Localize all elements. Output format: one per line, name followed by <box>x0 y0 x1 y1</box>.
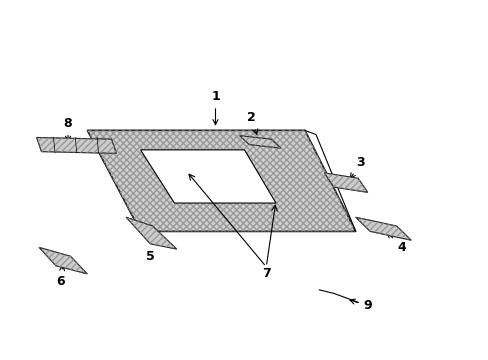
Text: 7: 7 <box>262 267 270 280</box>
Polygon shape <box>324 173 367 192</box>
Text: 6: 6 <box>56 266 65 288</box>
Polygon shape <box>87 130 355 231</box>
Polygon shape <box>37 138 116 153</box>
Polygon shape <box>39 247 87 274</box>
Polygon shape <box>355 217 410 240</box>
Polygon shape <box>239 136 280 148</box>
Text: 3: 3 <box>350 156 364 178</box>
Text: 8: 8 <box>63 117 72 141</box>
Text: 5: 5 <box>145 235 156 263</box>
Polygon shape <box>126 217 177 249</box>
Text: 2: 2 <box>247 112 257 134</box>
Polygon shape <box>140 150 275 203</box>
Text: 1: 1 <box>211 90 220 125</box>
Text: 9: 9 <box>349 299 371 312</box>
Text: 4: 4 <box>386 233 405 254</box>
